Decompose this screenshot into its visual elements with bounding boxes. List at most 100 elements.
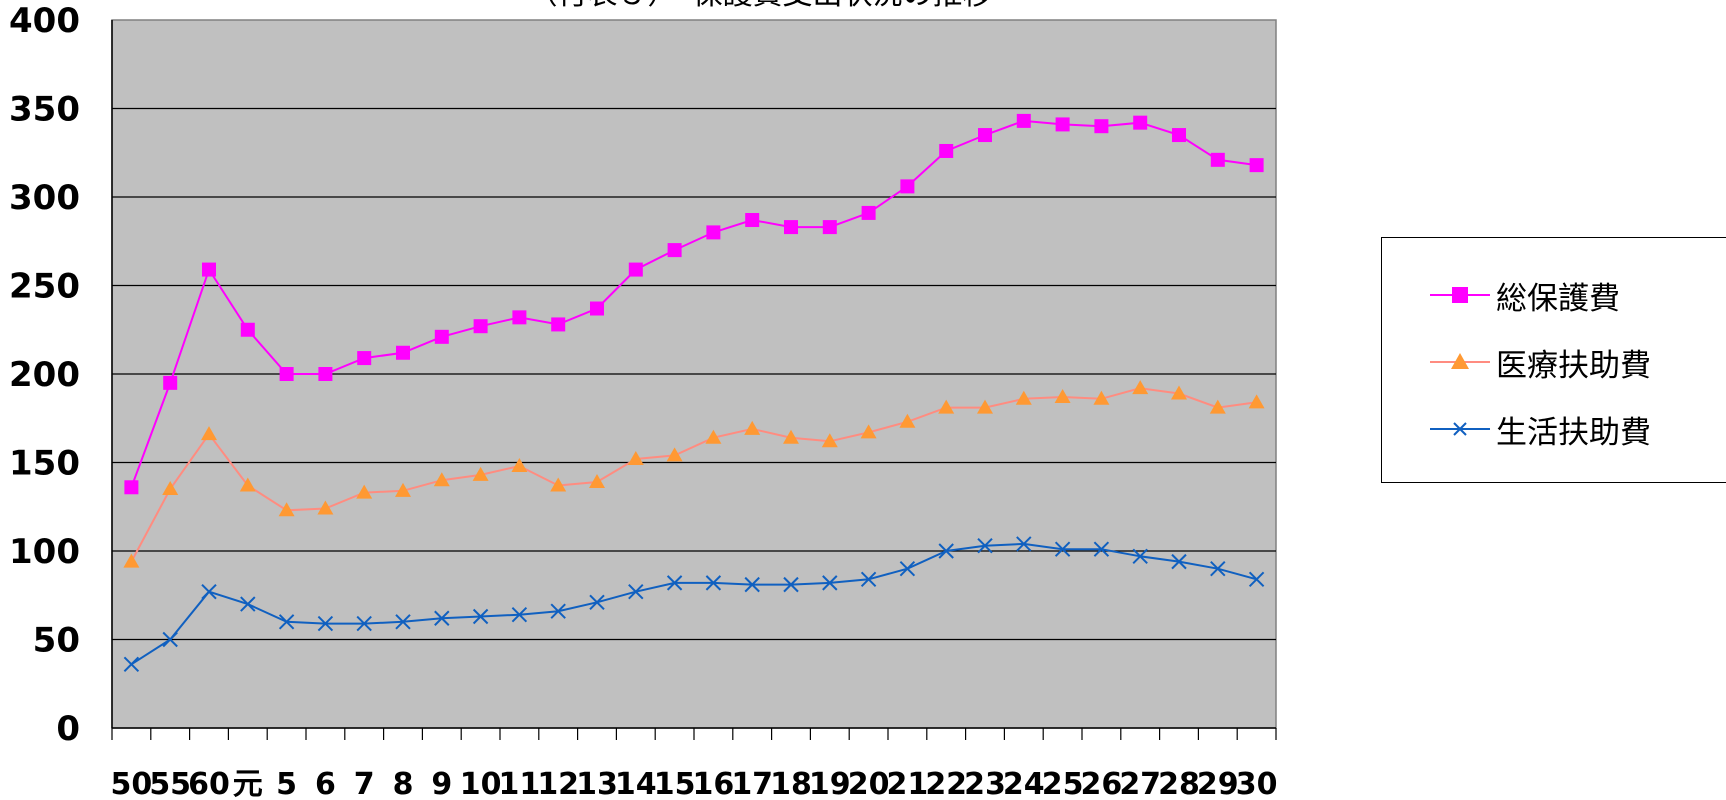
data-point xyxy=(978,128,992,143)
x-tick-label-25: 25 xyxy=(1042,767,1084,800)
data-point xyxy=(1094,119,1109,134)
data-point xyxy=(472,608,489,625)
x-tick-label-10: 10 xyxy=(460,767,502,800)
legend-label-living: 生活扶助費 xyxy=(1496,414,1651,451)
legend-label-total: 総保護費 xyxy=(1496,280,1620,317)
data-point xyxy=(240,322,255,337)
x-tick-label-5: 5 xyxy=(276,767,297,800)
legend-item-total: 総保護費 xyxy=(1430,275,1620,317)
data-point xyxy=(357,351,372,366)
chart-title: （付表３） 保護費支出状況の推移 xyxy=(528,0,993,12)
x-tick-label-14: 14 xyxy=(615,767,657,800)
data-point xyxy=(1133,115,1148,130)
data-point xyxy=(666,575,683,591)
data-point xyxy=(1210,560,1226,577)
x-tick-label-18: 18 xyxy=(770,767,812,800)
x-tick-label-22: 22 xyxy=(925,767,967,800)
data-point xyxy=(939,143,954,158)
legend-label-medical: 医療扶助費 xyxy=(1496,347,1651,384)
x-tick-label-6: 6 xyxy=(315,767,336,800)
data-point xyxy=(822,220,837,235)
data-point xyxy=(900,179,915,194)
x-tick-label-27: 27 xyxy=(1119,767,1161,800)
data-point xyxy=(163,375,178,390)
data-point xyxy=(278,614,295,630)
y-tick-label-300: 300 xyxy=(9,178,80,218)
data-point xyxy=(977,399,993,414)
data-point xyxy=(627,450,644,465)
data-point xyxy=(860,424,877,439)
x-tick-label-8: 8 xyxy=(393,767,414,800)
data-point xyxy=(938,399,955,414)
data-point xyxy=(472,466,489,481)
legend-swatch-medical xyxy=(1430,353,1490,369)
y-tick-label-200: 200 xyxy=(9,355,80,395)
data-point xyxy=(202,262,216,277)
data-point xyxy=(861,205,876,220)
data-point xyxy=(977,537,993,554)
data-point xyxy=(705,429,722,444)
data-point xyxy=(356,484,373,499)
x-tick-label-13: 13 xyxy=(576,767,618,800)
x-tick-label-24: 24 xyxy=(1003,767,1045,800)
data-point xyxy=(434,610,450,626)
data-point xyxy=(938,543,954,559)
data-point xyxy=(1015,390,1032,405)
x-tick-label-60: 60 xyxy=(188,767,230,800)
data-point xyxy=(550,603,566,619)
legend-item-living: 生活扶助費 xyxy=(1430,409,1651,451)
data-point xyxy=(201,584,217,600)
x-tick-label-元: 元 xyxy=(233,767,263,800)
data-point xyxy=(1209,399,1226,414)
data-point xyxy=(123,553,140,568)
legend-swatch-total xyxy=(1430,287,1490,303)
x-tick-label-30: 30 xyxy=(1236,767,1278,800)
x-tick-label-23: 23 xyxy=(964,767,1006,800)
data-point xyxy=(1171,553,1187,570)
data-point xyxy=(1093,390,1110,405)
data-point xyxy=(860,571,877,588)
data-point xyxy=(1249,158,1264,173)
data-point xyxy=(240,596,256,612)
series-2 xyxy=(123,380,1265,568)
y-tick-label-50: 50 xyxy=(33,621,80,661)
data-point xyxy=(1055,117,1070,132)
data-point xyxy=(123,656,140,672)
legend-swatch-living xyxy=(1430,422,1490,436)
data-point xyxy=(899,560,916,577)
data-point xyxy=(706,225,721,240)
data-point xyxy=(279,367,294,381)
data-point xyxy=(1210,152,1225,167)
data-point xyxy=(744,576,760,593)
data-point xyxy=(512,310,527,325)
data-point xyxy=(318,367,333,381)
data-point xyxy=(356,615,372,632)
data-point xyxy=(239,477,256,492)
data-point xyxy=(550,477,567,492)
x-tick-label-19: 19 xyxy=(809,767,851,800)
data-point xyxy=(396,345,410,360)
x-tick-label-11: 11 xyxy=(499,767,541,800)
y-tick-label-0: 0 xyxy=(56,709,80,749)
data-point xyxy=(511,607,528,623)
data-point xyxy=(589,594,605,611)
data-point xyxy=(124,480,139,495)
legend-item-medical: 医療扶助費 xyxy=(1430,342,1651,384)
data-point xyxy=(278,502,295,517)
data-point xyxy=(745,213,760,228)
x-tick-label-15: 15 xyxy=(654,767,696,800)
data-point xyxy=(434,329,449,344)
data-point xyxy=(1132,548,1148,565)
data-point xyxy=(317,615,334,632)
x-tick-label-16: 16 xyxy=(693,767,735,800)
data-point xyxy=(1016,113,1031,128)
data-point xyxy=(201,426,217,441)
data-point xyxy=(783,576,799,593)
data-point xyxy=(667,243,682,258)
chart-legend: 総保護費 医療扶助費 生活扶助費 xyxy=(1381,237,1726,483)
data-point xyxy=(1054,541,1071,557)
data-point xyxy=(162,631,178,648)
data-point xyxy=(705,575,722,591)
data-point xyxy=(821,433,838,448)
